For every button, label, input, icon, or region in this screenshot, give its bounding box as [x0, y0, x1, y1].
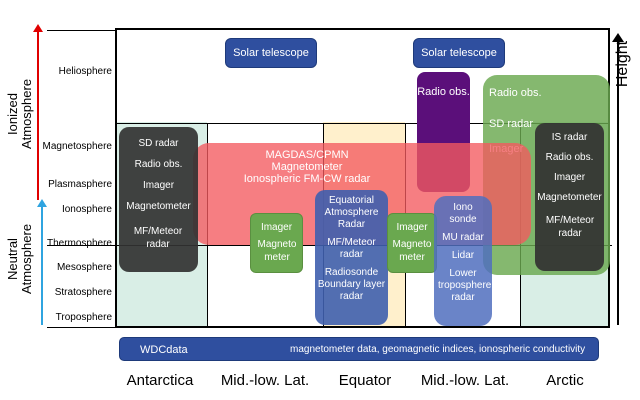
imager-magnetometer-2[interactable]: Imager Magneto meter: [387, 213, 437, 273]
arctic-imager: Imager: [553, 172, 586, 183]
arctic-mf-meteor-radar: MF/Meteor radar: [545, 215, 595, 239]
layer-thermosphere: Thermosphere: [46, 238, 112, 249]
imager-1: Imager: [260, 222, 293, 233]
layer-stratosphere: Stratosphere: [54, 287, 112, 298]
layer-ionosphere: Ionosphere: [61, 204, 112, 215]
antarctica-instruments[interactable]: SD radar Radio obs. Imager Magnetometer …: [119, 127, 198, 272]
magnetometer-2: Magneto meter: [392, 239, 432, 263]
magdas-fmcw: Ionospheric FM-CW radar: [243, 173, 371, 185]
neutral-arrow: [41, 205, 43, 325]
helio-divider: [115, 123, 610, 124]
wdc-data-bar[interactable]: WDCdata magnetometer data, geomagnetic i…: [119, 337, 599, 361]
arctic-is-radar: IS radar: [551, 132, 588, 143]
lower-troposphere-radar: Lower troposphere radar: [438, 268, 492, 303]
mu-radar-group[interactable]: Iono sonde MU radar Lidar Lower troposph…: [434, 196, 492, 326]
antarctica-imager: Imager: [142, 180, 175, 191]
lidar: Lidar: [451, 250, 475, 261]
region-arctic: Arctic: [546, 372, 584, 389]
region-antarctica: Antarctica: [126, 372, 194, 389]
layer-plasmasphere: Plasmasphere: [48, 179, 112, 190]
arctic-sd-radar: SD radar: [489, 118, 534, 130]
height-label: Height: [614, 40, 631, 88]
ionized-arrow: [37, 30, 39, 200]
antarctica-sd-radar: SD radar: [138, 138, 179, 149]
radio-obs-green-label: Radio obs.: [489, 87, 542, 99]
region-mid-low-lat-2: Mid.-low. Lat.: [420, 372, 510, 389]
ionosonde: Iono sonde: [449, 202, 477, 225]
imager-magnetometer-1[interactable]: Imager Magneto meter: [250, 213, 303, 273]
equatorial-atmosphere-radar: Equatorial Atmosphere Radar: [324, 195, 379, 230]
ionized-arrow-head: [33, 24, 43, 32]
wdc-name: WDCdata: [140, 344, 188, 356]
arctic-magnetometer: Magnetometer: [537, 192, 602, 203]
height-arrow-head: [612, 33, 624, 42]
magnetometer-1: Magneto meter: [257, 239, 297, 263]
solar-telescope-2[interactable]: Solar telescope: [413, 38, 505, 68]
wdc-description: magnetometer data, geomagnetic indices, …: [290, 344, 586, 355]
solar-telescope-1[interactable]: Solar telescope: [225, 38, 317, 68]
layer-troposphere: Troposphere: [55, 312, 112, 323]
equatorial-radar[interactable]: Equatorial Atmosphere Radar MF/Meteor ra…: [315, 190, 388, 325]
layer-heliosphere: Heliosphere: [58, 66, 112, 77]
antarctica-mf-meteor-radar: MF/Meteor radar: [133, 226, 183, 250]
mu-radar: MU radar: [442, 232, 484, 243]
antarctica-magnetometer: Magnetometer: [126, 201, 191, 212]
antarctica-radio-obs: Radio obs.: [134, 159, 183, 170]
layer-mesosphere: Mesosphere: [56, 262, 112, 273]
imager-2: Imager: [396, 222, 428, 233]
equatorial-radiosonde: Radiosonde Boundary layer radar: [317, 267, 386, 302]
arctic-radio-obs: Radio obs.: [545, 152, 594, 163]
top-divider: [47, 30, 115, 31]
bottom-divider: [47, 327, 115, 328]
neutral-arrow-head: [37, 199, 47, 207]
magdas-title: MAGDAS/CPMN: [265, 149, 349, 161]
region-mid-low-lat-1: Mid.-low. Lat.: [220, 372, 310, 389]
layer-magnetosphere: Magnetosphere: [42, 141, 113, 152]
height-arrow: [617, 40, 619, 325]
region-equator: Equator: [338, 372, 392, 389]
magdas-magnetometer: Magnetometer: [271, 161, 343, 173]
equatorial-mf-meteor-radar: MF/Meteor radar: [327, 237, 376, 260]
arctic-instruments[interactable]: IS radar Radio obs. Imager Magnetometer …: [535, 123, 604, 271]
